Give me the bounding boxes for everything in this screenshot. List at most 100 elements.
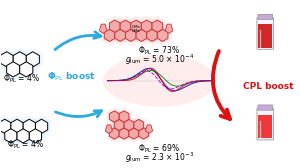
Polygon shape: [17, 129, 29, 143]
Polygon shape: [13, 124, 33, 148]
Polygon shape: [0, 119, 11, 133]
Polygon shape: [8, 116, 26, 137]
Polygon shape: [127, 15, 146, 37]
Polygon shape: [119, 128, 129, 139]
Polygon shape: [125, 29, 136, 41]
Polygon shape: [20, 62, 33, 77]
Polygon shape: [116, 124, 132, 143]
Polygon shape: [116, 107, 132, 126]
Polygon shape: [35, 119, 48, 133]
Polygon shape: [28, 127, 43, 145]
Polygon shape: [7, 62, 20, 77]
Polygon shape: [25, 124, 46, 148]
Polygon shape: [106, 107, 122, 126]
Text: $g_\mathrm{lum}$ = 2.3 × 10$^{-3}$: $g_\mathrm{lum}$ = 2.3 × 10$^{-3}$: [125, 151, 194, 165]
Polygon shape: [5, 60, 21, 79]
Polygon shape: [1, 124, 21, 148]
Polygon shape: [165, 24, 173, 33]
Polygon shape: [26, 125, 44, 146]
Polygon shape: [105, 15, 124, 37]
Polygon shape: [130, 116, 147, 134]
Polygon shape: [139, 128, 148, 139]
Polygon shape: [115, 29, 125, 41]
Polygon shape: [100, 25, 119, 46]
Polygon shape: [13, 52, 26, 67]
Polygon shape: [3, 57, 24, 82]
Polygon shape: [0, 115, 15, 138]
Polygon shape: [12, 50, 28, 69]
Polygon shape: [122, 25, 140, 46]
Polygon shape: [104, 29, 115, 41]
Polygon shape: [111, 25, 130, 46]
Polygon shape: [146, 125, 153, 133]
FancyBboxPatch shape: [258, 14, 273, 20]
FancyBboxPatch shape: [258, 105, 273, 110]
Polygon shape: [11, 119, 23, 133]
Polygon shape: [141, 20, 152, 32]
Polygon shape: [106, 124, 122, 143]
Text: OMe
OMe: OMe OMe: [132, 25, 140, 33]
Polygon shape: [18, 60, 34, 79]
Polygon shape: [111, 116, 127, 134]
Text: Φ$_\mathrm{PL}$ boost: Φ$_\mathrm{PL}$ boost: [47, 71, 96, 83]
Polygon shape: [110, 20, 120, 32]
Polygon shape: [0, 52, 13, 67]
Polygon shape: [121, 116, 137, 134]
Polygon shape: [109, 128, 119, 139]
Polygon shape: [137, 15, 156, 37]
Polygon shape: [22, 47, 44, 72]
Polygon shape: [142, 25, 161, 46]
Polygon shape: [20, 116, 38, 137]
Polygon shape: [99, 24, 107, 33]
Polygon shape: [9, 117, 25, 135]
Polygon shape: [0, 47, 17, 72]
Polygon shape: [4, 58, 22, 80]
Polygon shape: [19, 115, 40, 138]
Text: Φ$_\mathrm{PL}$ = 69%: Φ$_\mathrm{PL}$ = 69%: [138, 143, 181, 155]
Polygon shape: [23, 48, 42, 70]
Polygon shape: [25, 50, 41, 69]
Polygon shape: [29, 129, 42, 143]
Polygon shape: [16, 57, 37, 82]
Polygon shape: [2, 125, 20, 146]
Polygon shape: [10, 48, 29, 70]
Polygon shape: [114, 119, 124, 131]
Polygon shape: [126, 124, 142, 143]
Polygon shape: [129, 128, 139, 139]
Polygon shape: [120, 20, 131, 32]
Polygon shape: [148, 15, 167, 37]
Text: Φ$_\mathrm{PL}$ = 4%: Φ$_\mathrm{PL}$ = 4%: [7, 138, 44, 151]
Polygon shape: [136, 124, 152, 143]
Polygon shape: [0, 116, 14, 137]
Polygon shape: [7, 115, 27, 138]
Polygon shape: [119, 111, 129, 122]
Polygon shape: [5, 129, 17, 143]
Polygon shape: [124, 119, 134, 131]
Polygon shape: [152, 20, 163, 32]
Polygon shape: [23, 119, 35, 133]
Polygon shape: [132, 25, 151, 46]
Polygon shape: [0, 50, 15, 69]
Bar: [259, 115, 272, 138]
Text: $g_\mathrm{lum}$ = 5.0 × 10$^{-4}$: $g_\mathrm{lum}$ = 5.0 × 10$^{-4}$: [125, 52, 194, 67]
FancyBboxPatch shape: [257, 18, 274, 49]
Bar: [259, 24, 272, 48]
Polygon shape: [109, 111, 119, 122]
Polygon shape: [22, 117, 37, 135]
Polygon shape: [31, 115, 52, 138]
Polygon shape: [0, 117, 13, 135]
Polygon shape: [147, 29, 157, 41]
Text: Φ$_\mathrm{PL}$ = 4%: Φ$_\mathrm{PL}$ = 4%: [3, 72, 40, 85]
Polygon shape: [9, 47, 30, 72]
Polygon shape: [157, 29, 168, 41]
Text: Φ$_\mathrm{PL}$ = 73%: Φ$_\mathrm{PL}$ = 73%: [138, 45, 181, 57]
Polygon shape: [0, 48, 16, 70]
Polygon shape: [105, 125, 112, 133]
Text: CPL boost: CPL boost: [243, 82, 293, 91]
Polygon shape: [15, 127, 31, 145]
Polygon shape: [33, 116, 50, 137]
Polygon shape: [153, 25, 172, 46]
Polygon shape: [14, 125, 32, 146]
Polygon shape: [17, 58, 36, 80]
Polygon shape: [34, 117, 49, 135]
